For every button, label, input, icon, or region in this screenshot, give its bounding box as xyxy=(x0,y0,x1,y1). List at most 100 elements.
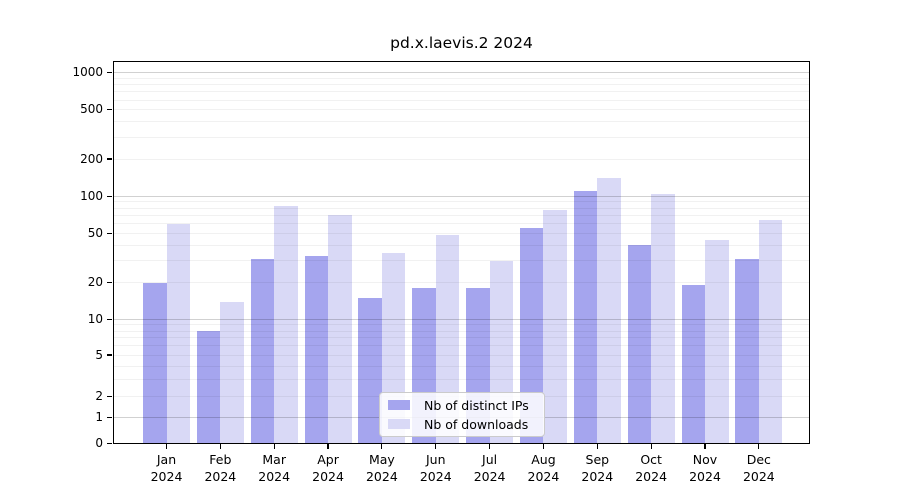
gridline-minor-4 xyxy=(113,365,810,367)
gridline-minor-20 xyxy=(113,282,810,284)
y-tick-label-50: 50 xyxy=(87,225,103,240)
x-tick-label-jul: Jul 2024 xyxy=(460,451,520,485)
gridline-minor-200 xyxy=(113,158,810,160)
x-tick-label-oct: Oct 2024 xyxy=(621,451,681,485)
month-label: Oct xyxy=(640,452,662,467)
x-tick-mark-aug xyxy=(542,443,545,449)
year-label: 2024 xyxy=(150,469,183,484)
y-tick-label-1000: 1000 xyxy=(72,65,103,80)
bar-distinct-ips-may xyxy=(358,297,382,444)
legend-row-1: Nb of downloads xyxy=(388,417,536,432)
year-label: 2024 xyxy=(473,469,506,484)
x-tick-mark-sep xyxy=(596,443,598,449)
legend-row-0: Nb of distinct IPs xyxy=(388,398,536,413)
x-tick-label-nov: Nov 2024 xyxy=(675,451,735,485)
bar-distinct-ips-mar xyxy=(250,259,275,444)
gridline-minor-300 xyxy=(113,136,810,138)
y-tick-mark-1 xyxy=(107,417,112,419)
legend-label-downloads: Nb of downloads xyxy=(424,416,529,432)
bar-distinct-ips-oct xyxy=(627,245,652,444)
gridline-minor-30 xyxy=(113,260,810,262)
x-tick-mark-dec xyxy=(758,443,760,449)
gridline-minor-9 xyxy=(113,324,810,326)
year-label: 2024 xyxy=(204,469,237,484)
year-label: 2024 xyxy=(527,469,560,484)
x-tick-label-apr: Apr 2024 xyxy=(298,451,358,485)
year-label: 2024 xyxy=(635,469,668,484)
x-tick-mark-jul xyxy=(489,443,491,449)
bar-downloads-nov xyxy=(705,240,729,444)
gridline-minor-60 xyxy=(113,223,810,225)
bar-distinct-ips-feb xyxy=(196,331,221,444)
y-tick-label-100: 100 xyxy=(80,188,103,203)
bar-downloads-apr xyxy=(328,215,352,444)
year-label: 2024 xyxy=(365,469,398,484)
gridline-major-1000 xyxy=(113,72,810,74)
bar-distinct-ips-dec xyxy=(735,259,759,444)
y-tick-label-500: 500 xyxy=(80,102,103,117)
y-tick-label-0: 0 xyxy=(95,436,103,450)
y-tick-label-200: 200 xyxy=(80,151,103,166)
month-label: May xyxy=(368,452,395,467)
legend-swatch-distinct-ips xyxy=(388,400,410,410)
year-label: 2024 xyxy=(581,469,614,484)
month-label: Dec xyxy=(746,452,771,467)
chart-title: pd.x.laevis.2 2024 xyxy=(390,34,533,52)
month-label: Nov xyxy=(692,452,718,467)
y-tick-mark-0 xyxy=(107,442,112,445)
month-label: Jul xyxy=(482,452,498,467)
bar-downloads-jun xyxy=(435,234,460,444)
bar-downloads-jan xyxy=(166,223,190,444)
y-tick-mark-1000 xyxy=(107,72,112,74)
x-tick-label-dec: Dec 2024 xyxy=(729,451,789,485)
x-tick-mark-feb xyxy=(219,443,221,449)
y-tick-label-10: 10 xyxy=(87,311,103,326)
bar-distinct-ips-apr xyxy=(304,255,329,444)
x-tick-mark-apr xyxy=(327,443,329,449)
bar-downloads-mar xyxy=(274,205,298,444)
y-tick-label-5: 5 xyxy=(95,347,103,362)
month-label: Feb xyxy=(209,452,232,467)
y-tick-mark-20 xyxy=(107,281,112,284)
gridline-minor-80 xyxy=(113,207,810,209)
gridline-minor-500 xyxy=(113,109,810,111)
x-tick-label-aug: Aug 2024 xyxy=(513,451,573,485)
x-tick-mark-oct xyxy=(650,443,652,449)
bar-downloads-dec xyxy=(758,220,783,444)
bar-distinct-ips-sep xyxy=(573,191,598,444)
y-tick-mark-200 xyxy=(107,158,112,160)
gridline-minor-700 xyxy=(113,91,810,93)
month-label: Sep xyxy=(585,452,610,467)
y-tick-label-2: 2 xyxy=(95,388,103,403)
bar-distinct-ips-aug xyxy=(519,228,544,444)
gridline-minor-50 xyxy=(113,232,810,234)
x-tick-label-mar: Mar 2024 xyxy=(244,451,304,485)
bar-distinct-ips-jan xyxy=(143,282,167,444)
gridline-minor-90 xyxy=(113,201,810,203)
x-tick-mark-nov xyxy=(704,443,706,449)
gridline-minor-70 xyxy=(113,214,810,216)
y-tick-mark-50 xyxy=(107,232,112,235)
legend: Nb of distinct IPs Nb of downloads xyxy=(379,392,545,437)
x-tick-label-jun: Jun 2024 xyxy=(406,451,466,485)
x-tick-mark-may xyxy=(381,443,383,449)
y-tick-mark-100 xyxy=(107,195,112,197)
gridline-minor-6 xyxy=(113,345,810,347)
bar-downloads-feb xyxy=(220,301,244,444)
bar-distinct-ips-nov xyxy=(681,285,705,444)
month-label: Jun xyxy=(425,452,446,467)
gridline-minor-900 xyxy=(113,77,810,79)
y-tick-label-1: 1 xyxy=(95,410,103,425)
year-label: 2024 xyxy=(742,469,775,484)
x-tick-label-may: May 2024 xyxy=(352,451,412,485)
year-label: 2024 xyxy=(312,469,344,484)
gridline-minor-3 xyxy=(113,378,810,380)
gridline-minor-8 xyxy=(113,330,810,332)
month-label: Aug xyxy=(531,452,556,467)
year-label: 2024 xyxy=(419,469,452,484)
bar-downloads-sep xyxy=(597,178,621,444)
year-label: 2024 xyxy=(258,469,291,484)
gridline-major-100 xyxy=(113,195,810,197)
x-tick-mark-jan xyxy=(165,443,168,449)
